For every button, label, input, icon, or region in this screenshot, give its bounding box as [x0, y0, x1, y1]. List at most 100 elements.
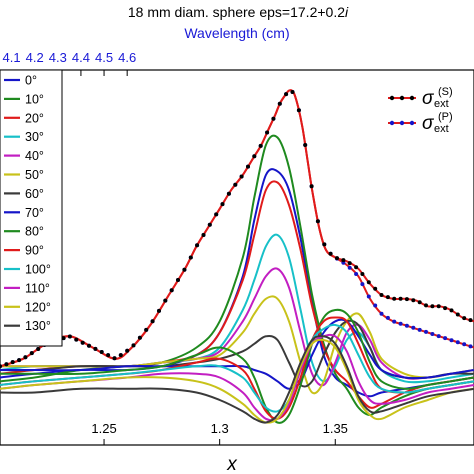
sigma-legend-superscript: (S) — [438, 86, 453, 98]
angle-series-50deg — [0, 295, 474, 395]
sigma-P-marker — [436, 334, 441, 339]
sigma-S-marker — [354, 265, 359, 270]
sigma-legend-marker — [409, 95, 415, 101]
sigma-P-marker — [430, 332, 435, 336]
sigma-S-marker — [169, 288, 174, 293]
sigma-S-marker — [226, 191, 231, 196]
sigma-S-marker — [118, 353, 123, 358]
sigma-S-marker — [379, 293, 384, 297]
sigma-S-marker — [0, 364, 2, 369]
sigma-S-marker — [277, 101, 282, 106]
sigma-S-marker — [80, 340, 85, 345]
angle-legend: 0° 10° 20° 30° 40° 50° 60° 70° 80° 90° 100° 110° 120… — [0, 69, 63, 347]
sigma-S-marker — [392, 296, 397, 301]
sigma-S-marker — [385, 295, 390, 300]
sigma-S-marker — [239, 174, 244, 179]
sigma-P-marker — [385, 315, 390, 320]
sigma-legend-marker — [389, 95, 395, 101]
sigma-S-marker — [137, 335, 142, 340]
angle-legend-label: 70° — [25, 206, 44, 220]
sigma-S-marker — [10, 360, 15, 365]
sigma-P-marker — [462, 342, 467, 347]
sigma-S-marker — [106, 353, 111, 358]
sigma-S-marker — [265, 130, 270, 135]
sigma-legend-symbol: σ — [422, 88, 435, 109]
x-tick-label: 1.25 — [91, 421, 116, 436]
angle-legend-label: 20° — [25, 111, 44, 125]
sigma-P-marker — [468, 344, 473, 349]
sigma-S-marker — [17, 358, 22, 363]
sigma-S-marker — [23, 355, 28, 360]
sigma-S-marker — [455, 312, 460, 317]
top-tick-label: 4.6 — [118, 50, 136, 65]
angle-legend-label: 130° — [25, 319, 51, 333]
sigma-S-marker — [271, 116, 276, 121]
angle-series-110deg — [0, 333, 474, 422]
top-tick-label: 4.5 — [95, 50, 113, 65]
sigma-S-marker — [303, 143, 308, 147]
angle-legend-label: 60° — [25, 187, 44, 201]
angle-legend-label: 10° — [25, 92, 44, 106]
sigma-S-marker — [296, 108, 301, 113]
top-tick-label: 4.1 — [3, 50, 21, 65]
sigma-S-marker — [335, 256, 339, 261]
sigma-S-marker — [411, 298, 416, 303]
sigma-P-marker — [417, 327, 422, 332]
sigma-S-marker — [87, 343, 91, 348]
sigma-legend-symbol: σ — [422, 113, 435, 134]
sigma-S-marker — [214, 212, 219, 217]
sigma-S-marker — [188, 255, 193, 260]
angle-series-130deg — [0, 334, 474, 424]
sigma-P-marker — [411, 325, 416, 330]
sigma-S-marker — [195, 243, 200, 248]
sigma-S-marker — [373, 286, 378, 291]
sigma-P-marker — [360, 282, 365, 287]
sigma-S-marker — [347, 261, 352, 266]
sigma-legend-marker — [399, 95, 405, 101]
sigma-series-group — [0, 89, 474, 369]
chart-title: 18 mm diam. sphere eps=17.2+0.2i — [128, 4, 349, 20]
sigma-S-marker — [284, 92, 289, 97]
x-tick-label: 1.35 — [323, 421, 348, 436]
sigma-P-marker — [424, 329, 428, 334]
sigma-P-marker — [373, 303, 378, 308]
angle-legend-label: 90° — [25, 244, 44, 258]
sigma-P-marker — [392, 319, 397, 324]
top-tick-label: 4.4 — [72, 50, 90, 65]
sigma-S-marker — [233, 182, 238, 187]
sigma-S-marker — [258, 143, 263, 148]
top-axis-ticks: 4.1 4.2 4.3 4.4 4.5 4.6 — [3, 50, 136, 76]
sigma-S-marker — [112, 356, 117, 361]
sigma-S-marker — [398, 296, 403, 301]
top-tick-label: 4.3 — [49, 50, 67, 65]
sigma-legend-marker — [389, 120, 395, 126]
sigma-S-marker — [99, 350, 104, 354]
angle-legend-label: 100° — [25, 263, 51, 277]
x-tick-label: 1.3 — [211, 421, 229, 436]
sigma-S-marker — [309, 184, 314, 189]
sigma-P-marker — [443, 336, 448, 341]
sigma-S-marker — [176, 278, 180, 282]
sigma-S-marker — [443, 306, 448, 311]
angle-legend-label: 30° — [25, 130, 44, 144]
angle-legend-label: 80° — [25, 225, 44, 239]
sigma-S-marker — [207, 222, 212, 227]
sigma-P-marker — [354, 272, 359, 276]
sigma-S-marker — [220, 202, 225, 207]
sigma-P-marker — [404, 323, 409, 328]
sigma-S-marker — [341, 258, 346, 263]
sigma-S-marker — [360, 272, 365, 276]
angle-series-30deg — [0, 233, 474, 384]
sigma-S-marker — [449, 308, 454, 313]
sigma-legend-subscript: ext — [434, 123, 449, 135]
sigma-legend-subscript: ext — [434, 98, 449, 110]
top-axis-label: Wavelength (cm) — [184, 25, 289, 41]
angle-series-80deg — [0, 308, 474, 424]
sigma-S-marker — [131, 343, 136, 348]
sigma-legend-marker — [399, 120, 405, 126]
chart-title-main: 18 mm diam. sphere eps=17.2+0.2 — [128, 4, 345, 20]
sigma-S-marker — [67, 334, 72, 339]
sigma-S-marker — [163, 298, 168, 303]
sigma-S-marker — [328, 251, 333, 256]
